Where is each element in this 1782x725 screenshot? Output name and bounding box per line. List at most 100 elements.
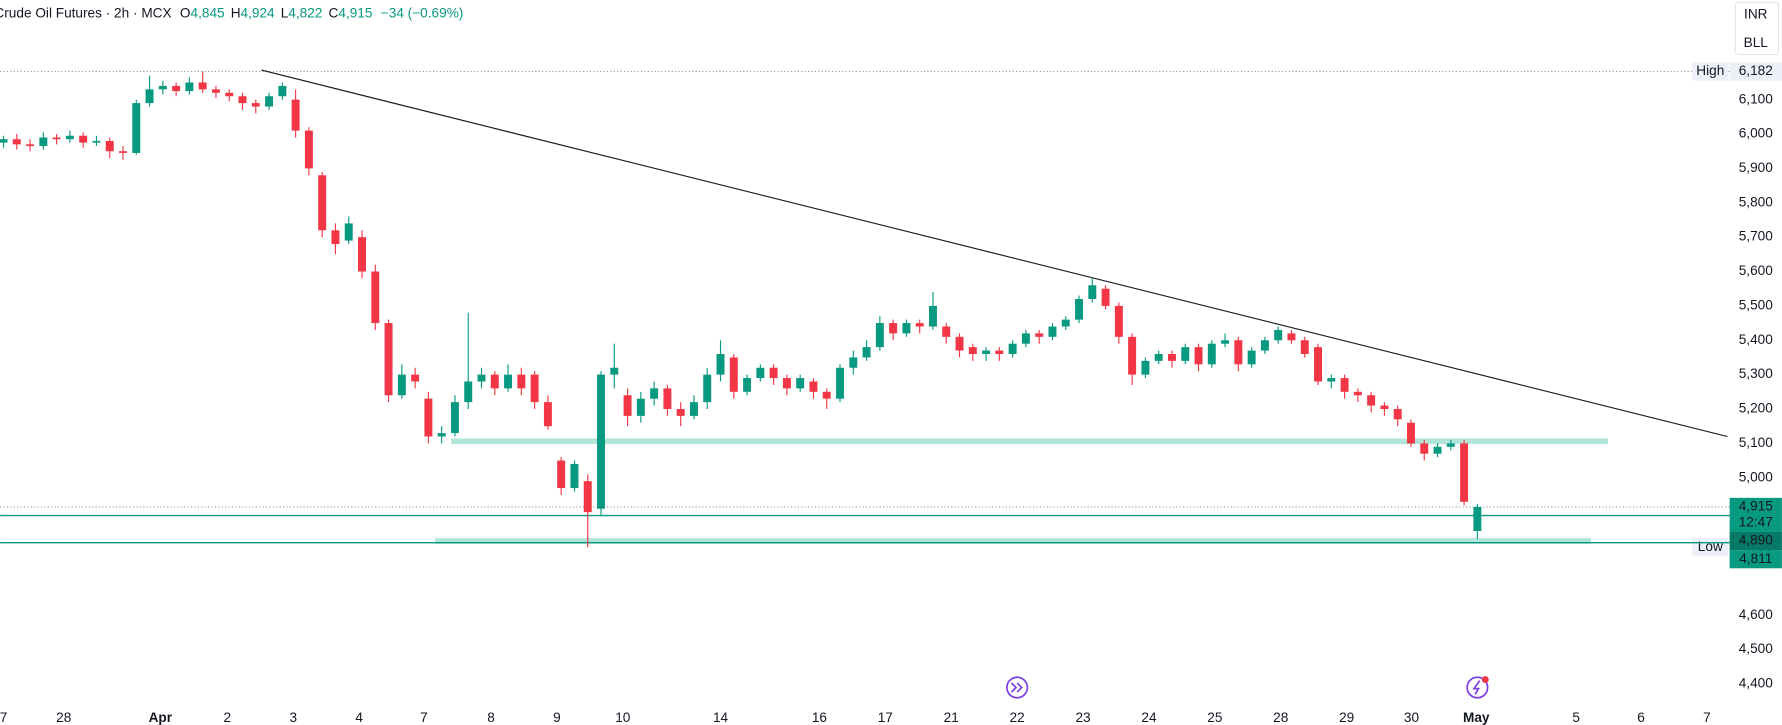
candle-body xyxy=(1260,340,1269,351)
candle-body xyxy=(132,103,141,153)
candle-body xyxy=(1393,408,1402,420)
alert-dot xyxy=(1481,676,1489,683)
x-tick-label: 9 xyxy=(553,710,561,725)
candle-body xyxy=(92,140,101,143)
candle-body xyxy=(318,175,327,231)
candle-body xyxy=(597,374,605,509)
candle-body xyxy=(902,323,911,334)
price-label: 4,915 xyxy=(1739,499,1773,514)
candle-body xyxy=(796,378,805,389)
x-tick-label: 7 xyxy=(1703,710,1711,725)
ohlc-key: L xyxy=(281,5,289,20)
price-label: 4,811 xyxy=(1739,551,1772,566)
candle-body xyxy=(65,135,74,140)
marker-badge xyxy=(1692,62,1729,81)
x-tick-label: 8 xyxy=(487,710,495,725)
candle-body xyxy=(1406,422,1415,444)
candle-body xyxy=(1367,395,1376,406)
y-tick-label: 5,900 xyxy=(1739,160,1774,175)
candle-body xyxy=(1221,340,1230,344)
candle-body xyxy=(1101,288,1110,306)
candle-body xyxy=(1446,443,1455,447)
currency-box[interactable] xyxy=(1734,1,1780,56)
alert-circle xyxy=(1466,676,1489,699)
trendline xyxy=(261,69,1728,438)
x-tick-label: 17 xyxy=(878,710,893,725)
ohlc-value: 4,822 xyxy=(288,5,322,20)
candle-body xyxy=(39,137,48,147)
price-badge xyxy=(1729,497,1782,532)
candle-body xyxy=(623,395,632,416)
candle-body xyxy=(1128,336,1137,375)
currency: INR xyxy=(1744,6,1768,21)
candle-body xyxy=(52,137,61,140)
event-icon[interactable] xyxy=(1006,676,1029,699)
x-tick-label: 7 xyxy=(0,710,7,725)
candle-body xyxy=(1234,340,1243,365)
candle-body xyxy=(1194,347,1203,365)
candle-body xyxy=(716,354,725,375)
symbol: Crude Oil Futures · 2h · MCX xyxy=(0,5,172,20)
countdown: 12:47 xyxy=(1739,514,1773,529)
y-tick-label: 5,600 xyxy=(1739,263,1774,278)
candle-body xyxy=(636,398,645,416)
candle-body xyxy=(1114,305,1123,337)
candle-body xyxy=(995,350,1004,355)
candle-body xyxy=(650,388,659,399)
candle-body xyxy=(729,357,738,392)
candle-body xyxy=(915,323,924,327)
alert-icon[interactable] xyxy=(1466,676,1489,699)
candle-body xyxy=(397,374,406,396)
candle-body xyxy=(450,402,459,434)
candle-body xyxy=(849,357,858,368)
candle-body xyxy=(331,230,340,245)
candle-body xyxy=(185,82,194,92)
y-tick-label: 5,400 xyxy=(1739,332,1774,347)
y-tick-label: 4,400 xyxy=(1739,676,1774,691)
candle-body xyxy=(982,350,991,355)
candle-body xyxy=(344,223,353,241)
candle-body xyxy=(79,135,88,143)
y-tick-label: 4,500 xyxy=(1739,641,1774,656)
candle-body xyxy=(1075,299,1083,320)
candle-body xyxy=(105,140,114,152)
candle-body xyxy=(119,151,127,153)
candle-body xyxy=(822,391,831,399)
y-tick-label: 5,500 xyxy=(1739,297,1774,312)
x-tick-label: Apr xyxy=(149,710,173,725)
candle-body xyxy=(464,381,473,403)
marker-value: 6,182 xyxy=(1739,63,1773,78)
candle-body xyxy=(437,433,446,437)
y-tick-label: 5,000 xyxy=(1739,469,1774,484)
candle-body xyxy=(968,347,977,355)
y-tick-label: 5,700 xyxy=(1739,229,1774,244)
x-tick-label: 28 xyxy=(56,710,71,725)
candle-body xyxy=(1327,378,1336,382)
y-tick-label: 5,800 xyxy=(1739,194,1774,209)
candle-body xyxy=(145,89,154,104)
candle-body xyxy=(1021,333,1030,344)
candle-body xyxy=(238,96,247,104)
x-tick-label: 7 xyxy=(420,710,428,725)
price-badge xyxy=(1729,531,1782,551)
candle-body xyxy=(358,237,366,272)
unit: BLL xyxy=(1744,35,1769,50)
x-tick-label: 23 xyxy=(1075,710,1090,725)
candle-body xyxy=(1008,343,1017,355)
price-label: 4,890 xyxy=(1739,533,1774,548)
x-tick-label: 22 xyxy=(1010,710,1025,725)
candle-body xyxy=(0,139,8,143)
candle-body xyxy=(1420,443,1429,454)
candle-body xyxy=(942,326,951,337)
candle-body xyxy=(477,374,486,382)
ohlc-key: C xyxy=(328,5,338,20)
y-tick-label: 5,100 xyxy=(1739,435,1774,450)
candle-body xyxy=(543,402,552,427)
candle-body xyxy=(225,92,234,97)
candle-body xyxy=(517,374,526,389)
x-tick-label: 28 xyxy=(1273,710,1288,725)
candle-body xyxy=(172,85,181,92)
candle-body xyxy=(198,82,207,90)
